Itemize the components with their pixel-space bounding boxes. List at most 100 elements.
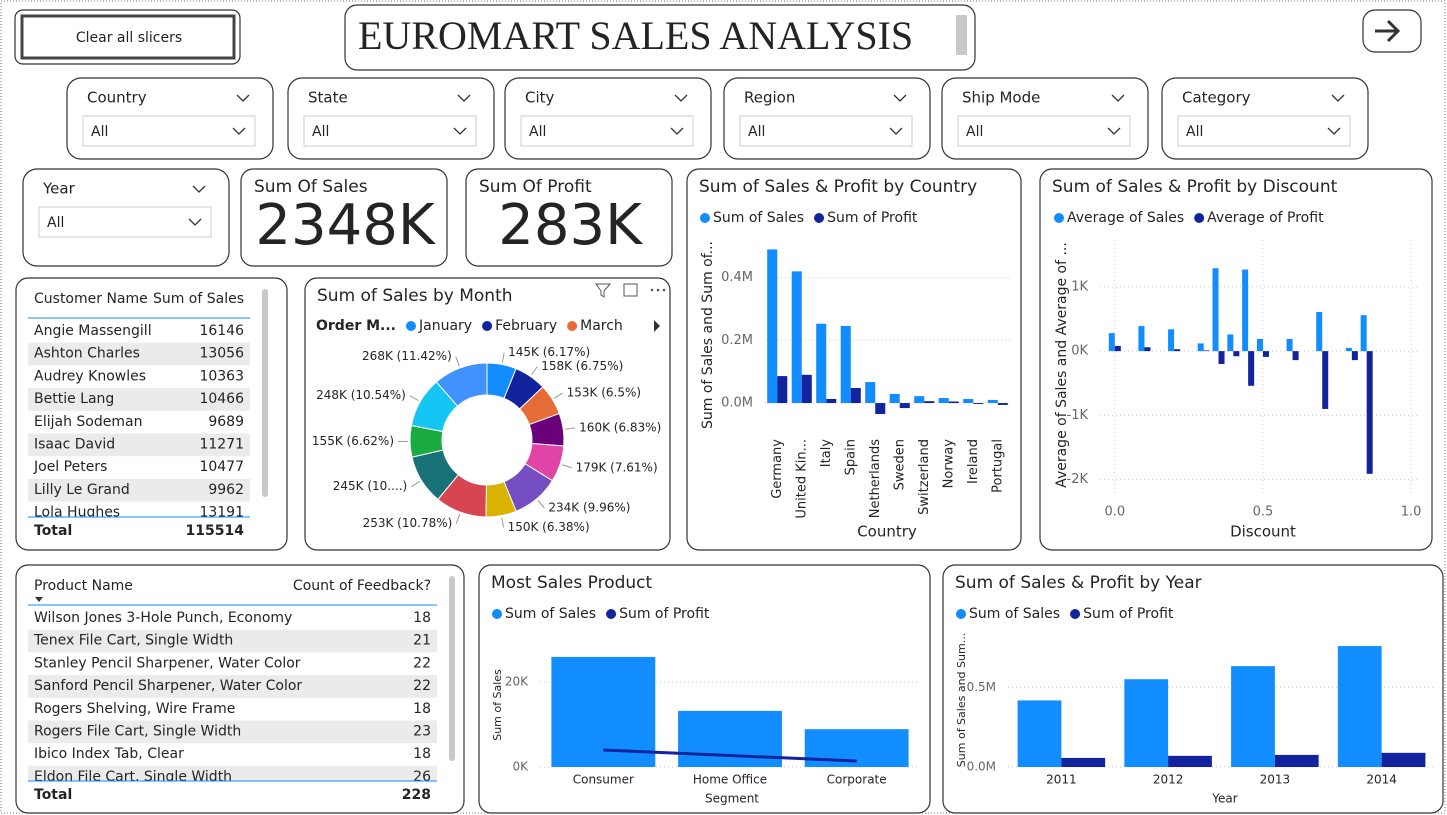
kpi-label: Sum Of Profit [479, 177, 592, 197]
slicer-dropdown[interactable] [82, 115, 256, 147]
bar [767, 249, 778, 404]
slicer-dropdown[interactable] [957, 115, 1131, 147]
x-tick-label: Sweden [892, 439, 907, 490]
bar [1168, 329, 1175, 352]
x-tick-label: Ireland [966, 439, 981, 484]
slicer-dropdown[interactable] [520, 115, 694, 147]
chart-title: Most Sales Product [491, 573, 653, 593]
x-tick-label: Italy [819, 439, 834, 468]
bar [938, 398, 949, 404]
scrollbar [262, 289, 268, 497]
kpi-card [465, 168, 673, 267]
legend-label: Sum of Profit [827, 210, 918, 226]
bar [899, 403, 910, 409]
line-series [603, 748, 857, 763]
y-tick-label: 0K [512, 760, 529, 774]
bar [801, 374, 812, 404]
bar [826, 398, 837, 404]
x-tick-label: Home Office [693, 773, 767, 787]
cell: 10477 [199, 459, 244, 475]
bar [924, 401, 935, 404]
donut-slice [435, 362, 488, 407]
x-axis-title: Year [1211, 792, 1237, 806]
clear-button[interactable] [20, 14, 236, 60]
cell: 21 [413, 633, 431, 649]
slice-label: 179K (7.61%) [576, 460, 658, 474]
y-tick-label: 20K [505, 674, 529, 688]
cell: Rogers Shelving, Wire Frame [34, 701, 235, 717]
x-tick-label: 2013 [1260, 773, 1291, 787]
bar [1366, 351, 1373, 474]
leader-line [531, 366, 538, 376]
dropdown-chevron [232, 127, 246, 135]
slicer-label: Ship Mode [962, 89, 1040, 107]
scrollbar [449, 576, 455, 761]
slicer-dropdown[interactable] [1177, 115, 1351, 147]
bar [777, 376, 788, 404]
slicer-label: Country [87, 89, 147, 107]
cell: Elijah Sodeman [34, 414, 142, 430]
legend-label: Average of Profit [1207, 210, 1324, 226]
dropdown-chevron [1327, 127, 1341, 135]
bar [914, 396, 925, 404]
slicer-dropdown[interactable] [38, 206, 212, 238]
arrow-icon [1375, 19, 1401, 43]
legend-label: Sum of Sales [969, 606, 1060, 622]
total-label: Total [34, 523, 72, 539]
slicer-label: Year [42, 180, 76, 198]
legend-marker [700, 213, 710, 223]
bar [1262, 351, 1269, 357]
slice-label: 158K (6.75%) [541, 359, 623, 373]
slicer-dropdown[interactable] [303, 115, 477, 147]
bar [791, 271, 802, 404]
slicer-chevron [674, 94, 688, 102]
slicer-label: City [525, 89, 555, 107]
x-tick-label: Germany [770, 439, 785, 499]
total-label: Total [34, 787, 72, 803]
y-tick-label: 0.5M [967, 680, 996, 694]
x-tick-label: United Kin... [794, 439, 809, 519]
title-box [344, 4, 976, 71]
leader-line [565, 427, 576, 430]
y-axis-title: Sum of Sales and Sum of... [700, 241, 716, 429]
x-tick-label: 2011 [1046, 773, 1077, 787]
slicer-chevron [457, 94, 471, 102]
total-value: 228 [402, 787, 431, 803]
x-tick-label: Netherlands [868, 439, 883, 518]
y-axis-title: Sum of Sales and Sum... [955, 633, 968, 767]
slicer-value: All [748, 124, 765, 140]
x-axis-title: Country [857, 523, 917, 541]
more-dot [662, 288, 666, 292]
x-tick-label: Consumer [573, 773, 634, 787]
cell: Isaac David [34, 437, 115, 453]
cell: Rogers File Cart, Single Width [34, 724, 241, 740]
dropdown-chevron [889, 127, 903, 135]
bar [1337, 646, 1382, 767]
total-value: 115514 [186, 523, 245, 539]
kpi-label: Sum Of Sales [254, 177, 368, 197]
chart-title: Sum of Sales & Profit by Year [955, 573, 1202, 593]
chart-title: Sum of Sales & Profit by Country [699, 177, 977, 197]
cell: Ashton Charles [34, 346, 140, 362]
cell: 10363 [199, 368, 244, 384]
dropdown-chevron [1107, 127, 1121, 135]
slicer-dropdown[interactable] [739, 115, 913, 147]
legend-marker [567, 321, 578, 331]
table-clip [18, 781, 437, 807]
bar [1360, 315, 1367, 352]
cell: 18 [413, 610, 431, 626]
row-band [28, 675, 437, 698]
legend-marker [1070, 609, 1081, 619]
bar [1218, 351, 1225, 364]
bar [987, 399, 998, 404]
bar [1144, 347, 1151, 352]
x-tick-label: Switzerland [917, 439, 932, 515]
legend-label: February [495, 318, 557, 334]
leader-line [409, 395, 419, 402]
cell: 18 [413, 746, 431, 762]
legend-marker [406, 321, 416, 331]
bar [1124, 679, 1169, 767]
slicer-value: All [966, 124, 983, 140]
bar [1381, 752, 1426, 767]
clear-button-label[interactable]: Clear all slicers [76, 30, 182, 46]
